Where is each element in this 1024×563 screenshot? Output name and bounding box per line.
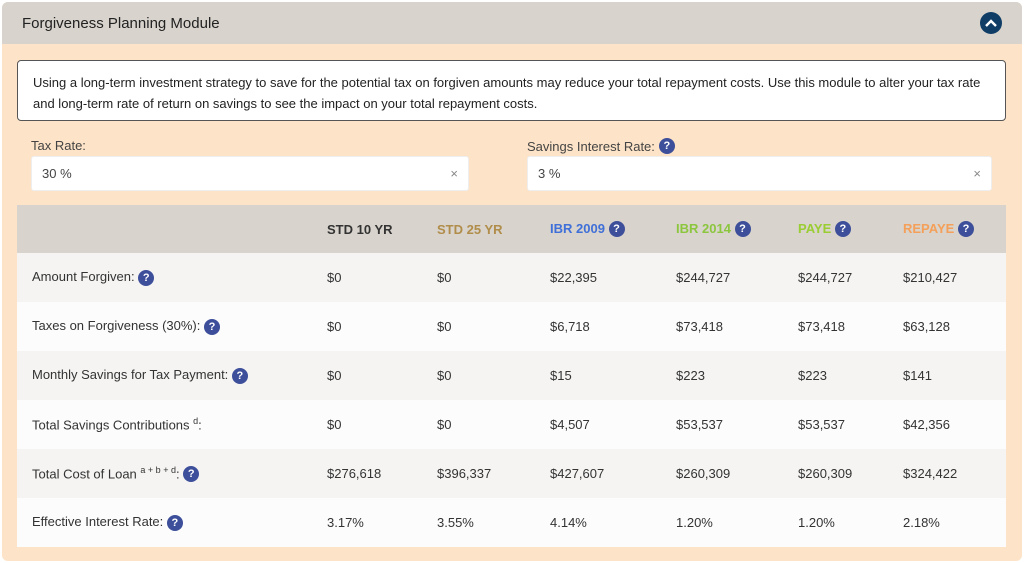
cell-value: 2.18% (903, 498, 1006, 547)
cell-value: $73,418 (676, 302, 798, 351)
cell-value: $0 (437, 351, 550, 400)
table-row: Monthly Savings for Tax Payment: ? $0 $0 $1… (17, 351, 1006, 400)
column-header: REPAYE ? (903, 205, 1006, 253)
cell-value: $53,537 (676, 400, 798, 449)
cell-value: $210,427 (903, 253, 1006, 302)
footnote-marker: d (193, 416, 199, 427)
help-icon[interactable]: ? (183, 466, 200, 483)
row-label: Total Savings Contributions d: (17, 400, 327, 449)
cell-value: $223 (798, 351, 903, 400)
cell-value: $396,337 (437, 449, 550, 498)
cell-value: $244,727 (798, 253, 903, 302)
cell-value: $276,618 (327, 449, 437, 498)
clear-icon[interactable]: × (973, 166, 981, 181)
cell-value: $141 (903, 351, 1006, 400)
row-label: Total Cost of Loan a + b + d: ? (17, 449, 327, 498)
help-icon[interactable]: ? (608, 221, 625, 238)
column-label: IBR 2009 (550, 220, 605, 236)
row-label: Effective Interest Rate: ? (17, 498, 327, 547)
row-label: Monthly Savings for Tax Payment: ? (17, 351, 327, 400)
cell-value: $53,537 (798, 400, 903, 449)
column-label: STD 10 YR (327, 221, 393, 237)
column-header: IBR 2009 ? (550, 205, 676, 253)
help-icon[interactable]: ? (957, 221, 974, 238)
cell-value: $427,607 (550, 449, 676, 498)
help-icon[interactable]: ? (734, 221, 751, 238)
cell-value: $42,356 (903, 400, 1006, 449)
column-header: PAYE ? (798, 205, 903, 253)
header-empty (17, 205, 327, 253)
cell-value: $260,309 (676, 449, 798, 498)
cell-value: $0 (327, 351, 437, 400)
column-label: STD 25 YR (437, 221, 503, 237)
savings-rate-label: Savings Interest Rate:? (527, 138, 675, 154)
cell-value: $0 (437, 253, 550, 302)
column-label: REPAYE (903, 220, 955, 236)
column-header: STD 25 YR (437, 205, 550, 253)
cell-value: $6,718 (550, 302, 676, 351)
help-icon[interactable]: ? (203, 318, 220, 335)
forgiveness-table: STD 10 YR STD 25 YR IBR 2009 ? IBR 2014 ? PA… (17, 205, 1006, 547)
row-label: Taxes on Forgiveness (30%): ? (17, 302, 327, 351)
cell-value: $73,418 (798, 302, 903, 351)
help-icon[interactable]: ? (658, 138, 675, 154)
panel-title: Forgiveness Planning Module (22, 14, 220, 32)
column-header: STD 10 YR (327, 205, 437, 253)
cell-value: $260,309 (798, 449, 903, 498)
cell-value: $0 (437, 302, 550, 351)
row-label: Amount Forgiven: ? (17, 253, 327, 302)
cell-value: $4,507 (550, 400, 676, 449)
cell-value: 1.20% (798, 498, 903, 547)
collapse-button[interactable] (980, 12, 1002, 34)
help-icon[interactable]: ? (166, 514, 183, 531)
cell-value: $15 (550, 351, 676, 400)
tax-rate-input[interactable]: 30 % × (31, 156, 469, 191)
table-row: Total Cost of Loan a + b + d: ? $276,618 $… (17, 449, 1006, 498)
table-row: Total Savings Contributions d: $0 $0 $4,507… (17, 400, 1006, 449)
cell-value: $223 (676, 351, 798, 400)
cell-value: $0 (327, 400, 437, 449)
info-notice: Using a long-term investment strategy to… (17, 60, 1006, 121)
cell-value: 4.14% (550, 498, 676, 547)
help-icon[interactable]: ? (231, 367, 248, 384)
savings-rate-input[interactable]: 3 % × (527, 156, 992, 191)
cell-value: 3.55% (437, 498, 550, 547)
cell-value: $0 (437, 400, 550, 449)
help-icon[interactable]: ? (138, 269, 155, 286)
cell-value: 3.17% (327, 498, 437, 547)
tax-rate-label: Tax Rate: (31, 138, 86, 153)
cell-value: $324,422 (903, 449, 1006, 498)
clear-icon[interactable]: × (450, 166, 458, 181)
cell-value: $63,128 (903, 302, 1006, 351)
column-label: PAYE (798, 220, 832, 236)
table-row: Amount Forgiven: ? $0 $0 $22,395 $244,727 $24… (17, 253, 1006, 302)
column-label: IBR 2014 (676, 220, 731, 236)
cell-value: $0 (327, 302, 437, 351)
column-header: IBR 2014 ? (676, 205, 798, 253)
help-icon[interactable]: ? (834, 221, 851, 238)
cell-value: $22,395 (550, 253, 676, 302)
panel-header[interactable]: Forgiveness Planning Module (2, 2, 1022, 44)
cell-value: $0 (327, 253, 437, 302)
footnote-marker: a + b + d (140, 464, 176, 475)
cell-value: 1.20% (676, 498, 798, 547)
table-header-row: STD 10 YR STD 25 YR IBR 2009 ? IBR 2014 ? PA… (17, 205, 1006, 253)
table-row: Taxes on Forgiveness (30%): ? $0 $0 $6,718 $… (17, 302, 1006, 351)
table-row: Effective Interest Rate: ? 3.17% 3.55% 4.14… (17, 498, 1006, 547)
chevron-up-icon (985, 19, 997, 27)
cell-value: $244,727 (676, 253, 798, 302)
